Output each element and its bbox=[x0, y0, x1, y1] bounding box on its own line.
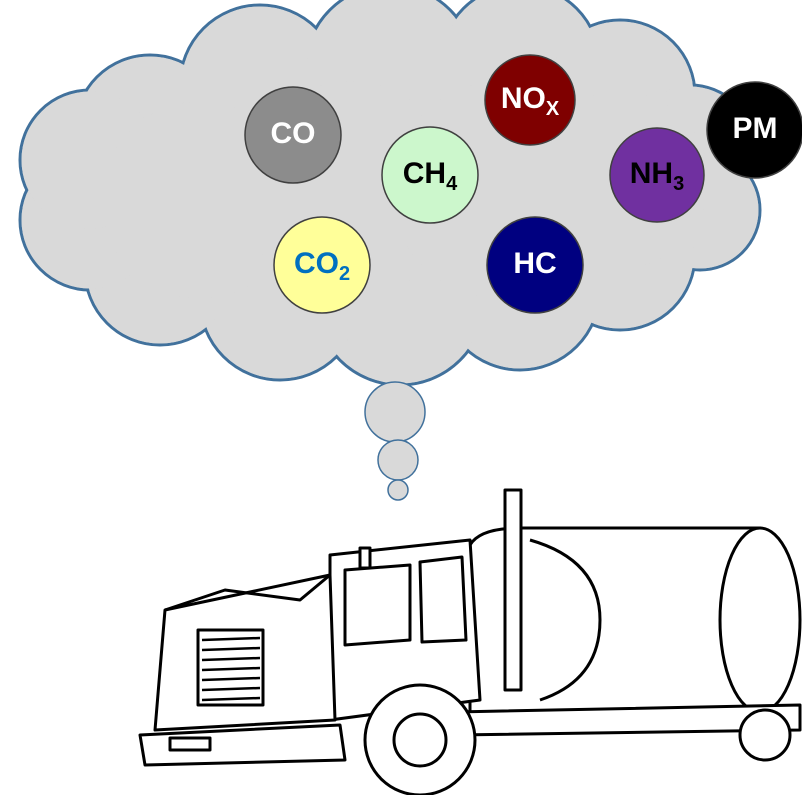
label-subscript: X bbox=[546, 98, 560, 120]
label-subscript: 4 bbox=[446, 173, 458, 195]
label-text: HC bbox=[513, 247, 556, 280]
thought-bubbles bbox=[365, 382, 425, 500]
label-text: CO bbox=[271, 117, 316, 150]
diagram: COCH4NOXNH3PMCO2HC bbox=[0, 0, 802, 795]
pollutant-label: PM bbox=[733, 112, 778, 145]
label-text: NH bbox=[630, 157, 673, 190]
label-text: CO bbox=[294, 247, 339, 280]
label-subscript: 3 bbox=[673, 173, 684, 195]
label-subscript: 2 bbox=[339, 263, 350, 285]
pollutant-label: HC bbox=[513, 247, 556, 280]
tanker-truck bbox=[140, 490, 800, 795]
label-text: NO bbox=[501, 82, 546, 115]
label-text: CH bbox=[403, 157, 446, 190]
label-text: PM bbox=[733, 112, 778, 145]
pollutant-label: CO bbox=[271, 117, 316, 150]
